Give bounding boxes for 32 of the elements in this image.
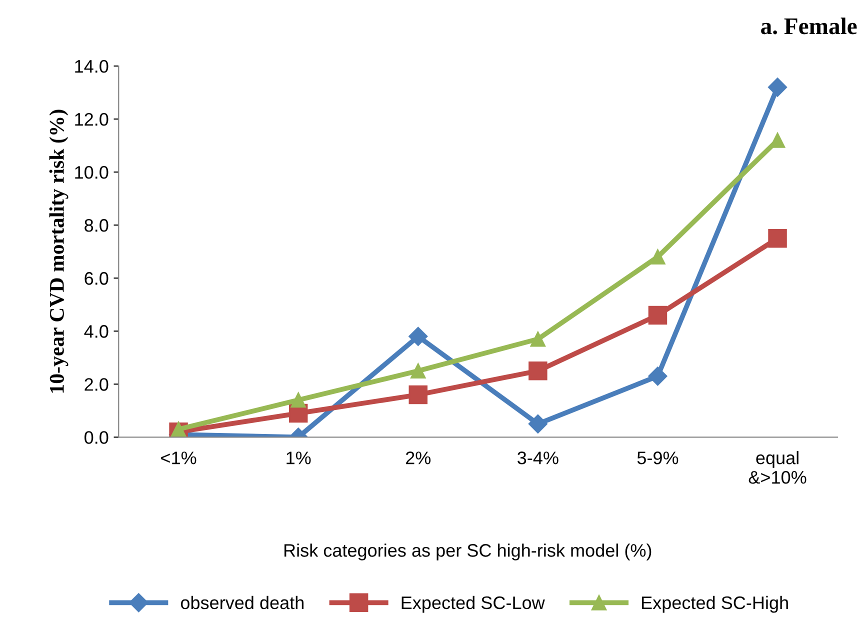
x-axis-title: Risk categories as per SC high-risk model (%) — [284, 544, 652, 560]
x-tick-label: 2% — [406, 452, 431, 464]
legend-label: Expected SC-Low — [402, 596, 545, 613]
point — [648, 366, 668, 386]
y-tick-label: 0.0 — [84, 431, 108, 444]
point — [408, 385, 428, 404]
y-tick-label: 2.0 — [84, 378, 108, 391]
y-tick-label: 6.0 — [84, 272, 108, 285]
x-tick-label: <1% — [161, 452, 196, 464]
point — [768, 228, 787, 248]
legend-label: Expected SC-High — [642, 596, 788, 613]
legend-label: observed death — [180, 596, 304, 610]
y-tick-label: 4.0 — [84, 325, 108, 338]
y-axis-title: 10-year CVD mortality risk (%) — [49, 110, 68, 393]
point — [410, 363, 426, 379]
y-tick-label: 8.0 — [84, 219, 108, 232]
y-tick-label: 12.0 — [75, 112, 108, 126]
x-tick-label: 1% — [286, 452, 311, 464]
point — [650, 249, 666, 265]
chart-title: a. Female — [761, 18, 857, 34]
y-tick-label: 14.0 — [75, 60, 108, 73]
y-tick-label: 10.0 — [75, 166, 108, 179]
x-tick-label: 3-4% — [518, 452, 558, 464]
point — [648, 306, 668, 325]
point — [528, 414, 548, 434]
point — [768, 78, 788, 97]
point — [530, 331, 546, 347]
x-tick-label: equal &>10% — [748, 451, 806, 484]
point — [290, 392, 306, 408]
x-tick-label: 5-9% — [637, 452, 678, 464]
point — [528, 362, 548, 380]
point — [408, 326, 428, 346]
